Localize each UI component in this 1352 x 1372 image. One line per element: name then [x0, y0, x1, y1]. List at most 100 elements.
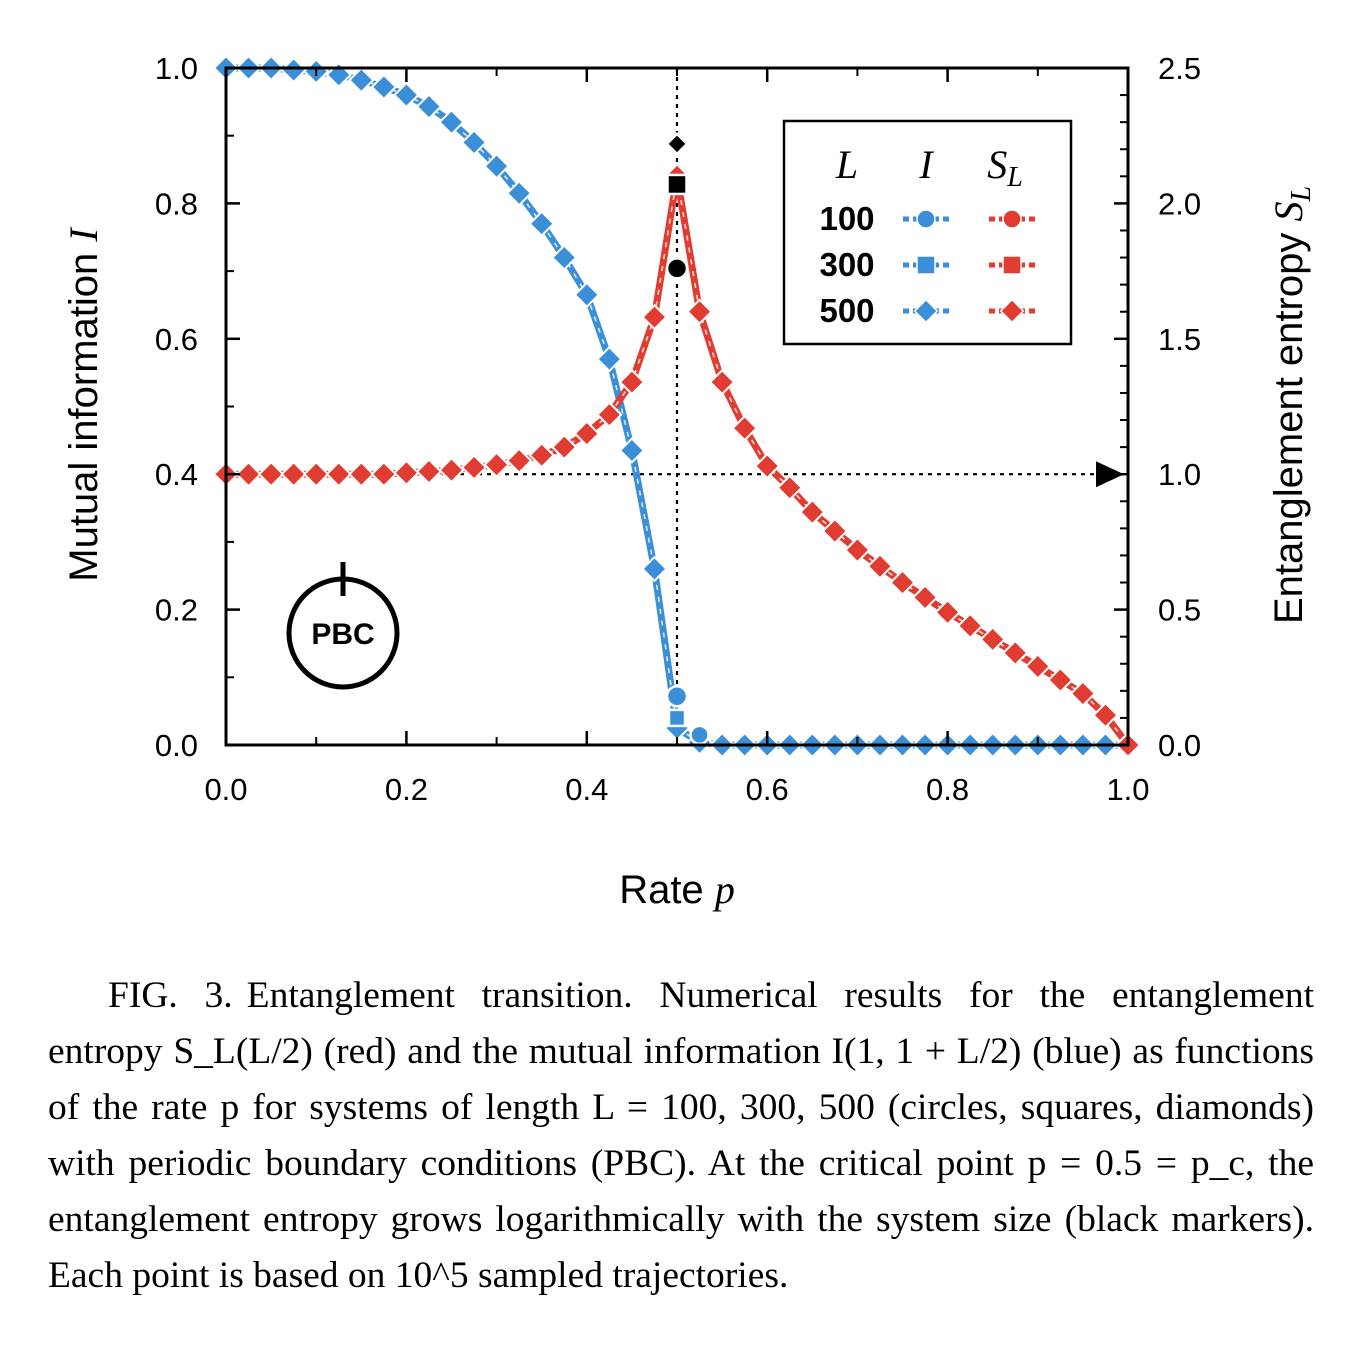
legend-header-L: L [835, 142, 858, 187]
x-tick-label: 0.2 [385, 772, 428, 807]
legend-swatch-marker-I-500 [913, 298, 939, 324]
series-S_L-point [370, 460, 398, 488]
y-right-tick-label: 0.0 [1158, 728, 1201, 763]
y-right-axis-title: Entanglement entropy SL [1266, 186, 1317, 624]
figure-caption: FIG. 3. Entanglement transition. Numerica… [48, 968, 1314, 1304]
legend-label-100: 100 [819, 200, 874, 237]
series-S_L-point [235, 460, 262, 488]
series-I-point [641, 555, 668, 583]
legend-swatch-marker-S-100 [1002, 209, 1022, 229]
critical-marker-L100 [665, 257, 689, 280]
series-I-point [438, 108, 465, 136]
series-S_L-point [393, 459, 420, 487]
series-I-point-L100 [665, 685, 689, 708]
series-I-point [596, 345, 623, 373]
y-right-tick-label: 1.0 [1158, 457, 1201, 492]
pbc-inset: PBC [286, 562, 400, 690]
x-tick-label: 0.0 [204, 772, 247, 807]
series-I-point [280, 56, 307, 84]
y-left-axis-title: Mutual information I [61, 227, 106, 582]
series-S_L-point [618, 368, 646, 396]
series-I-point [348, 66, 375, 94]
legend-label-300: 300 [819, 246, 874, 283]
series-S_L-point [550, 433, 578, 461]
entropy-reference-arrow-icon [1096, 461, 1124, 488]
pbc-label: PBC [311, 618, 374, 651]
series-S_L-point [731, 414, 758, 442]
series-I-point [618, 437, 646, 464]
series-S_L-point [348, 460, 375, 488]
series-S_L-point [325, 460, 353, 488]
series-S_L-point [573, 420, 601, 447]
series-S_L-point [483, 451, 510, 479]
y-left-tick-label: 0.2 [155, 593, 198, 628]
series-S_L-point [460, 454, 488, 481]
series-S_L-point [979, 626, 1006, 653]
series-I-point [393, 81, 420, 109]
series-I-point-L100-b [689, 724, 710, 746]
series-S_L-point [641, 303, 668, 331]
series-S_L-point [799, 498, 826, 526]
series-S_L-point [528, 441, 555, 469]
series-I-point [528, 210, 555, 237]
series-S_L-point [1047, 666, 1074, 694]
series-S_L-point [934, 599, 961, 626]
critical-marker-L300 [666, 173, 688, 196]
series-S_L-point [889, 569, 916, 596]
y-left-tick-label: 0.8 [155, 186, 198, 221]
series-S_L-point [911, 584, 939, 611]
legend-header-I: I [918, 142, 934, 187]
series-S_L-point [844, 536, 871, 564]
series-S_L-point [280, 460, 307, 488]
y-right-tick-label: 0.5 [1158, 593, 1201, 628]
caption-figure-number: FIG. 3. [108, 975, 233, 1016]
legend-swatch-marker-S-300 [1002, 255, 1022, 275]
x-tick-label: 0.8 [926, 772, 969, 807]
series-S_L-point [866, 552, 894, 580]
series-S_L-point [257, 460, 285, 488]
critical-marker-L500 [665, 132, 689, 156]
series-S_L-point [415, 458, 443, 485]
x-axis-title: Rate p [619, 867, 735, 912]
series-I-point [573, 281, 601, 309]
series-S_L-point [1024, 653, 1052, 680]
legend-header-SL: SL [987, 142, 1023, 193]
legend-swatch-marker-I-100 [916, 209, 936, 229]
series-S_L-point [686, 298, 713, 326]
series-S_L-point [1069, 680, 1097, 707]
y-right-tick-label: 2.5 [1158, 51, 1201, 86]
y-right-tick-label: 2.0 [1158, 186, 1201, 221]
caption-text: Entanglement transition. Numerical resul… [48, 975, 1314, 1296]
series-S_L-point [776, 474, 804, 502]
x-tick-label: 0.4 [565, 772, 608, 807]
series-S_L-point [821, 517, 849, 545]
series-I-point-L300 [667, 708, 687, 728]
series-S_L-point [505, 447, 533, 474]
x-tick-label: 0.6 [746, 772, 789, 807]
series-S_L-point [302, 460, 330, 488]
y-left-tick-label: 0.4 [155, 457, 198, 492]
y-right-tick-label: 1.5 [1158, 322, 1201, 357]
series-I-point [505, 179, 533, 207]
series-I-point [370, 73, 398, 101]
series-S_L-point [1001, 639, 1029, 667]
series-I-point [460, 129, 488, 156]
series-I-point [550, 244, 578, 271]
series-I-point [415, 93, 443, 120]
x-tick-label: 1.0 [1106, 772, 1149, 807]
legend: L I SL 100 300 500 [782, 119, 1073, 346]
y-left-tick-label: 0.0 [155, 728, 198, 763]
series-S_L-point [956, 612, 984, 640]
chart: 0.0 0.2 0.4 0.6 0.8 1.0 0.0 0.2 0.4 0.6 0.8 1.0 0.0 0… [61, 51, 1317, 912]
series-S_L-point [753, 452, 781, 480]
y-left-tick-label: 0.6 [155, 322, 198, 357]
series-I-point [325, 61, 353, 89]
legend-swatch-marker-S-500 [999, 298, 1025, 324]
series-S_L-point [1092, 701, 1119, 729]
series-S_L-point [438, 456, 465, 484]
series-S_L-point [596, 401, 623, 428]
series-I-point [483, 152, 510, 180]
series-S_L-point [708, 368, 736, 396]
y-left-tick-label: 1.0 [155, 51, 198, 86]
legend-label-500: 500 [819, 292, 874, 329]
